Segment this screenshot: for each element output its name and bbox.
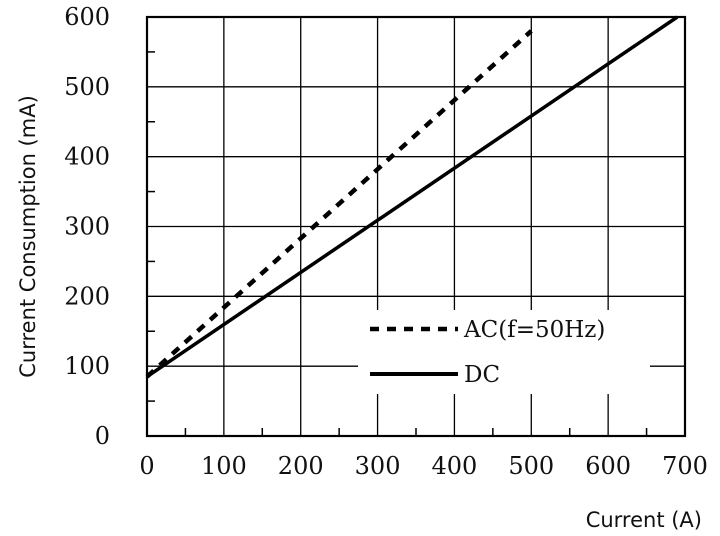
y-tick-labels: 0 100 200 300 400 500 600 bbox=[64, 3, 110, 450]
x-axis-title: Current (A) bbox=[586, 508, 702, 532]
x-tick-labels: 0 100 200 300 400 500 600 700 bbox=[139, 452, 708, 480]
y-tick-label: 300 bbox=[64, 213, 110, 241]
x-tick-label: 700 bbox=[662, 452, 708, 480]
legend: AC(f=50Hz) DC bbox=[358, 310, 650, 394]
series-layer bbox=[145, 15, 679, 379]
x-tick-label: 100 bbox=[201, 452, 247, 480]
y-tick-label: 100 bbox=[64, 352, 110, 380]
legend-label-dc: DC bbox=[464, 362, 500, 388]
legend-label-ac: AC(f=50Hz) bbox=[463, 317, 605, 343]
x-tick-label: 500 bbox=[508, 452, 554, 480]
y-tick-label: 200 bbox=[64, 282, 110, 310]
x-tick-label: 600 bbox=[585, 452, 631, 480]
plot-frame bbox=[145, 15, 687, 438]
minor-ticks bbox=[147, 51, 648, 436]
series-line-dc bbox=[146, 15, 679, 379]
y-tick-label: 0 bbox=[95, 422, 110, 450]
y-axis-title: Current Consumption (mA) bbox=[16, 95, 40, 378]
legend-box bbox=[358, 310, 650, 394]
x-tick-label: 200 bbox=[278, 452, 324, 480]
series-line-ac bbox=[145, 29, 533, 379]
y-tick-label: 500 bbox=[64, 73, 110, 101]
y-tick-label: 600 bbox=[64, 3, 110, 31]
x-tick-label: 300 bbox=[355, 452, 401, 480]
y-tick-label: 400 bbox=[64, 143, 110, 171]
x-tick-label: 400 bbox=[432, 452, 478, 480]
x-tick-label: 0 bbox=[139, 452, 154, 480]
